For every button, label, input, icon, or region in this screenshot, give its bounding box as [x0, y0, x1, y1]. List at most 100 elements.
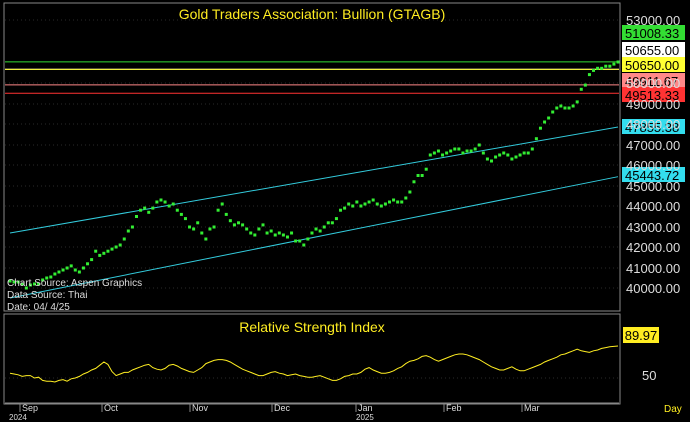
price-point — [20, 282, 24, 286]
price-point — [538, 126, 542, 130]
price-point — [232, 223, 236, 227]
price-point — [322, 225, 326, 229]
price-point — [555, 106, 559, 110]
price-point — [420, 174, 424, 177]
price-point — [461, 151, 465, 155]
price-point — [359, 204, 363, 208]
price-point — [12, 280, 16, 284]
y-tick-label: 41000.00 — [626, 261, 680, 276]
price-point — [73, 268, 77, 272]
price-point — [469, 149, 473, 153]
price-point — [587, 73, 591, 77]
level-label: 51008.33 — [625, 26, 679, 41]
price-point — [257, 227, 261, 231]
level-badge — [622, 25, 685, 40]
price-point — [526, 151, 530, 155]
main-panel-frame — [3, 2, 621, 312]
rsi-last-label: 89.97 — [625, 328, 658, 343]
price-point — [167, 204, 171, 208]
price-point — [175, 208, 179, 212]
price-point — [457, 147, 461, 151]
y-tick-label: 40000.00 — [626, 281, 680, 296]
rsi-tick-label: 50 — [642, 368, 656, 383]
chart-title: Gold Traders Association: Bullion (GTAGB… — [179, 6, 446, 22]
price-point — [294, 239, 298, 243]
price-point — [326, 221, 330, 225]
price-point — [86, 262, 90, 266]
price-point — [49, 275, 53, 279]
x-axis: Sep Oct Nov Dec Jan Feb Mar 2024 2025 — [5, 402, 619, 422]
price-point — [302, 243, 306, 247]
price-point — [208, 227, 212, 231]
price-point — [371, 198, 375, 202]
rsi-title: Relative Strength Index — [239, 319, 385, 335]
level-label: 50650.00 — [625, 58, 679, 73]
price-point — [179, 212, 183, 216]
x-month-label: Jan — [358, 403, 373, 413]
channel-label: 47855.38 — [625, 120, 679, 135]
y-tick-label: 42000.00 — [626, 240, 680, 255]
price-point — [498, 153, 502, 157]
price-point — [571, 104, 575, 108]
price-point — [339, 208, 343, 212]
price-point — [90, 258, 94, 262]
x-month-label: Dec — [274, 403, 291, 413]
price-point — [567, 106, 571, 110]
x-month-label: Mar — [524, 403, 540, 413]
price-point — [510, 157, 514, 161]
price-point — [69, 264, 73, 268]
price-point — [477, 143, 481, 147]
price-point — [318, 229, 322, 233]
price-point — [408, 190, 412, 194]
rsi-line — [5, 345, 619, 383]
price-point — [449, 149, 453, 153]
price-point — [130, 225, 134, 229]
price-point — [330, 221, 334, 225]
source-notes: Chart Source: Aspen Graphics Data Source… — [7, 278, 142, 313]
price-points — [8, 60, 620, 290]
price-point — [237, 221, 241, 225]
price-point — [534, 137, 538, 141]
level-lines: 51008.33 50655.0050650.0049911.6749513.33… — [5, 25, 685, 183]
channel-badge — [622, 119, 685, 134]
level-label: 50655.00 — [625, 43, 679, 58]
price-point — [604, 64, 608, 68]
y-tick-label: 49000.00 — [626, 97, 680, 112]
price-point — [347, 202, 351, 206]
price-point — [81, 266, 85, 270]
rsi-panel-frame — [3, 313, 621, 405]
price-point — [551, 110, 555, 114]
price-point — [600, 66, 604, 70]
price-point — [196, 221, 200, 225]
price-point — [8, 279, 12, 283]
price-point — [445, 151, 449, 155]
price-point — [28, 283, 32, 287]
level-label: 49513.33 — [625, 88, 679, 103]
level-badge — [622, 42, 685, 57]
price-point — [249, 231, 253, 235]
price-point — [102, 251, 106, 255]
price-point — [494, 155, 498, 159]
price-point — [490, 159, 494, 163]
price-point — [269, 229, 273, 233]
price-point — [481, 151, 485, 155]
price-point — [547, 116, 551, 120]
price-point — [416, 174, 420, 177]
level-badge — [622, 87, 685, 102]
price-point — [485, 157, 489, 161]
price-point — [351, 204, 355, 208]
source-line: Date: 04/ 4/25 — [7, 302, 70, 313]
price-point — [522, 151, 526, 155]
price-point — [355, 200, 359, 204]
price-point — [106, 249, 110, 253]
y-tick-label: 43000.00 — [626, 220, 680, 235]
rsi-last-badge — [623, 327, 659, 343]
price-point — [285, 235, 289, 239]
price-point — [118, 243, 122, 247]
price-point — [245, 227, 249, 231]
price-point — [543, 120, 547, 124]
x-month-label: Sep — [22, 403, 38, 413]
price-point — [134, 215, 138, 218]
price-point — [298, 239, 302, 243]
price-point — [41, 278, 45, 282]
